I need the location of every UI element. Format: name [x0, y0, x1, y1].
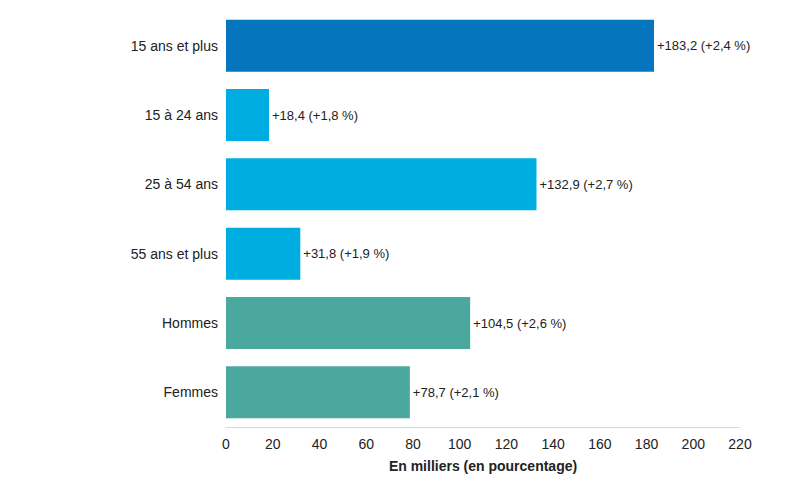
svg-text:40: 40	[312, 436, 328, 452]
svg-text:60: 60	[358, 436, 374, 452]
svg-text:220: 220	[728, 436, 752, 452]
svg-text:80: 80	[405, 436, 421, 452]
svg-text:20: 20	[265, 436, 281, 452]
svg-text:+31,8 (+1,9 %): +31,8 (+1,9 %)	[303, 246, 389, 261]
svg-text:180: 180	[635, 436, 659, 452]
svg-text:100: 100	[448, 436, 472, 452]
svg-text:Hommes: Hommes	[162, 315, 218, 331]
svg-text:140: 140	[541, 436, 565, 452]
svg-text:120: 120	[495, 436, 519, 452]
svg-text:+78,7 (+2,1 %): +78,7 (+2,1 %)	[413, 385, 499, 400]
svg-text:55 ans et plus: 55 ans et plus	[131, 246, 218, 262]
svg-text:+104,5 (+2,6 %): +104,5 (+2,6 %)	[473, 316, 566, 331]
svg-text:En milliers (en pourcentage): En milliers (en pourcentage)	[389, 458, 577, 474]
svg-text:25 à 54 ans: 25 à 54 ans	[145, 176, 218, 192]
svg-text:15 ans et plus: 15 ans et plus	[131, 38, 218, 54]
svg-text:+18,4 (+1,8 %): +18,4 (+1,8 %)	[272, 108, 358, 123]
svg-text:0: 0	[222, 436, 230, 452]
svg-text:200: 200	[682, 436, 706, 452]
svg-text:+132,9 (+2,7 %): +132,9 (+2,7 %)	[540, 177, 633, 192]
svg-text:160: 160	[588, 436, 612, 452]
svg-text:+183,2 (+2,4 %): +183,2 (+2,4 %)	[657, 38, 750, 53]
svg-text:Femmes: Femmes	[164, 384, 218, 400]
svg-text:15 à 24 ans: 15 à 24 ans	[145, 107, 218, 123]
